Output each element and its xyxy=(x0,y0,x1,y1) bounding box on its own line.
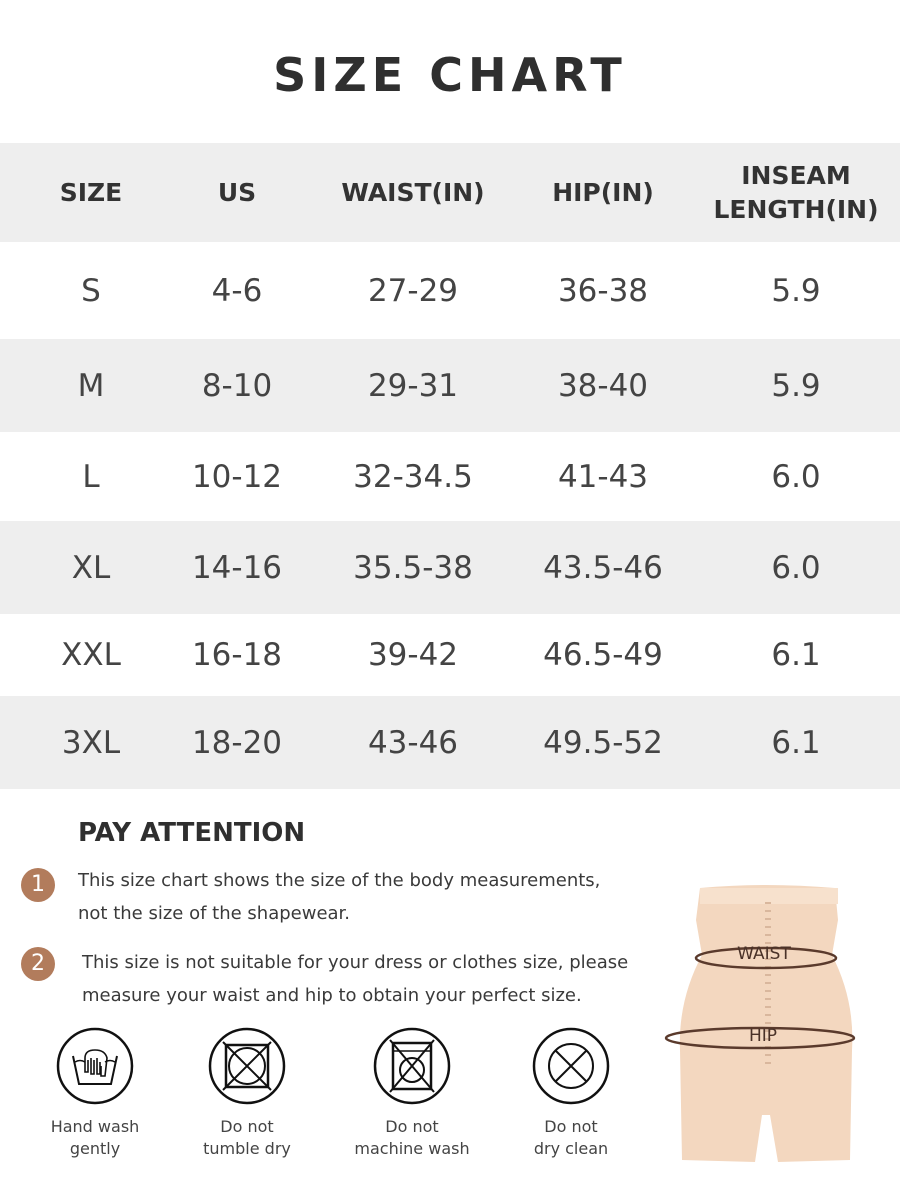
table-row: M 8-10 29-31 38-40 5.9 xyxy=(0,339,900,432)
attention-heading: PAY ATTENTION xyxy=(78,818,306,848)
care-label: tumble dry xyxy=(203,1139,291,1158)
table-cell: 35.5-38 xyxy=(353,549,473,586)
table-cell: 6.1 xyxy=(771,724,821,761)
no-dry-clean-icon xyxy=(532,1027,610,1105)
hand-wash-icon xyxy=(56,1027,134,1105)
hip-label: HIP xyxy=(749,1026,777,1046)
care-label: Do not xyxy=(385,1117,439,1136)
page-title: SIZE CHART xyxy=(273,48,627,102)
care-no-dry-clean: Do not dry clean xyxy=(501,1026,641,1160)
table-cell: 46.5-49 xyxy=(543,637,663,673)
header-size: SIZE xyxy=(59,177,123,207)
header-waist: WAIST(IN) xyxy=(341,177,485,207)
table-cell: 3XL xyxy=(61,724,121,761)
table-cell: 5.9 xyxy=(771,367,821,404)
note-2: This size is not suitable for your dress… xyxy=(82,946,628,1012)
care-label: machine wash xyxy=(354,1139,470,1158)
no-machine-wash-icon xyxy=(373,1027,451,1105)
header-hip: HIP(IN) xyxy=(552,177,654,207)
table-cell: M xyxy=(77,367,105,404)
table-cell: 14-16 xyxy=(191,549,283,586)
no-tumble-dry-icon xyxy=(208,1027,286,1105)
table-cell: 39-42 xyxy=(367,637,459,673)
note-1-line2: not the size of the shapewear. xyxy=(78,903,351,924)
table-cell: 16-18 xyxy=(191,637,283,673)
care-label: dry clean xyxy=(533,1139,609,1158)
table-cell: 6.0 xyxy=(771,549,821,586)
table-cell: 29-31 xyxy=(367,367,459,404)
table-row: XXL 16-18 39-42 46.5-49 6.1 xyxy=(0,614,900,696)
size-table: SIZE US WAIST(IN) HIP(IN) INSEAM LENGTH(… xyxy=(0,143,900,789)
table-cell: XXL xyxy=(61,637,121,673)
care-label: Hand wash xyxy=(50,1117,140,1136)
table-cell: 5.9 xyxy=(771,272,821,309)
table-cell: 27-29 xyxy=(367,272,459,309)
care-label: gently xyxy=(69,1139,121,1158)
waist-label: WAIST xyxy=(737,944,791,964)
table-cell: 32-34.5 xyxy=(353,458,473,495)
table-row: XL 14-16 35.5-38 43.5-46 6.0 xyxy=(0,521,900,614)
table-cell: 38-40 xyxy=(557,367,649,404)
table-row: L 10-12 32-34.5 41-43 6.0 xyxy=(0,432,900,521)
note-number-1: 1 xyxy=(21,868,55,902)
table-cell: 6.0 xyxy=(771,458,821,495)
care-no-machine-wash: Do not machine wash xyxy=(342,1026,482,1160)
table-cell: 43.5-46 xyxy=(543,549,663,586)
table-cell: 6.1 xyxy=(771,637,821,673)
care-label: Do not xyxy=(220,1117,274,1136)
note-1-line1: This size chart shows the size of the bo… xyxy=(78,870,601,891)
table-cell: 49.5-52 xyxy=(543,724,663,761)
care-label: Do not xyxy=(544,1117,598,1136)
shapewear-illustration: WAIST HIP xyxy=(660,880,870,1184)
table-cell: 10-12 xyxy=(191,458,283,495)
header-inseam: INSEAM LENGTH(IN) xyxy=(713,160,879,224)
table-cell: 41-43 xyxy=(557,458,649,495)
note-2-line1: This size is not suitable for your dress… xyxy=(82,952,629,973)
table-cell: L xyxy=(82,458,100,495)
care-hand-wash: Hand wash gently xyxy=(25,1026,165,1160)
note-number-2: 2 xyxy=(21,947,55,981)
table-cell: XL xyxy=(71,549,111,586)
table-cell: 18-20 xyxy=(191,724,283,761)
table-cell: S xyxy=(81,272,101,309)
table-cell: 36-38 xyxy=(557,272,649,309)
table-row: 3XL 18-20 43-46 49.5-52 6.1 xyxy=(0,696,900,789)
table-cell: 8-10 xyxy=(201,367,273,404)
table-header: SIZE US WAIST(IN) HIP(IN) INSEAM LENGTH(… xyxy=(0,143,900,242)
care-no-tumble-dry: Do not tumble dry xyxy=(177,1026,317,1160)
note-2-line2: measure your waist and hip to obtain you… xyxy=(82,985,582,1006)
table-cell: 4-6 xyxy=(211,272,263,309)
table-row: S 4-6 27-29 36-38 5.9 xyxy=(0,242,900,339)
table-cell: 43-46 xyxy=(367,724,459,761)
note-1: This size chart shows the size of the bo… xyxy=(78,864,600,930)
header-us: US xyxy=(217,177,257,207)
